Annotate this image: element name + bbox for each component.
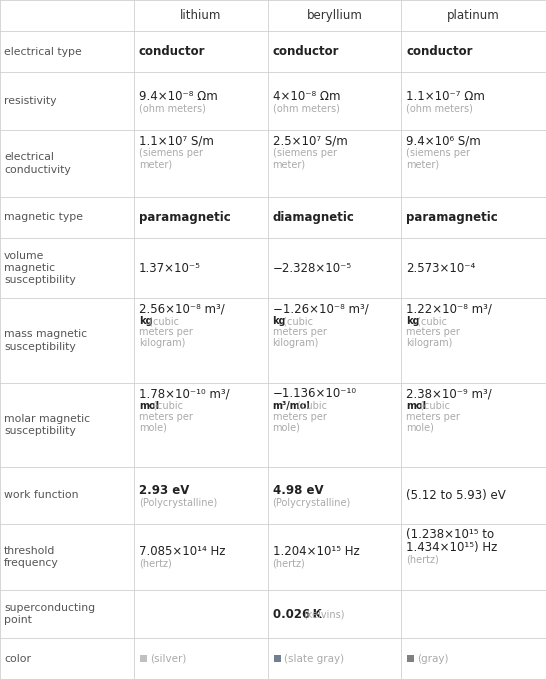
Text: kilogram): kilogram)	[139, 338, 185, 348]
Text: meter): meter)	[139, 159, 172, 169]
Text: diamagnetic: diamagnetic	[272, 210, 354, 223]
Text: (kelvins): (kelvins)	[304, 609, 345, 619]
Text: paramagnetic: paramagnetic	[406, 210, 498, 223]
Text: conductor: conductor	[139, 45, 205, 58]
Text: (siemens per: (siemens per	[406, 148, 470, 158]
Bar	[407, 655, 414, 662]
Text: superconducting
point: superconducting point	[4, 603, 95, 625]
Text: color: color	[4, 654, 31, 663]
Text: 1.22×10⁻⁸ m³/: 1.22×10⁻⁸ m³/	[406, 303, 492, 316]
Text: m³/mol: m³/mol	[272, 401, 311, 411]
Text: (Polycrystalline): (Polycrystalline)	[272, 498, 351, 508]
Text: (cubic: (cubic	[146, 316, 179, 326]
Text: 2.56×10⁻⁸ m³/: 2.56×10⁻⁸ m³/	[139, 303, 224, 316]
Text: (ohm meters): (ohm meters)	[272, 103, 340, 113]
Text: (cubic: (cubic	[417, 401, 450, 411]
Text: (Polycrystalline): (Polycrystalline)	[139, 498, 217, 508]
Text: volume
magnetic
susceptibility: volume magnetic susceptibility	[4, 251, 76, 285]
Text: kilogram): kilogram)	[272, 338, 319, 348]
Text: work function: work function	[4, 490, 79, 500]
Text: meters per: meters per	[272, 327, 327, 337]
Text: (hertz): (hertz)	[272, 559, 305, 569]
Text: meters per: meters per	[139, 411, 193, 422]
Text: conductor: conductor	[272, 45, 339, 58]
Text: electrical type: electrical type	[4, 47, 82, 56]
Text: kg: kg	[139, 316, 152, 326]
Text: magnetic type: magnetic type	[4, 213, 83, 222]
Text: 4×10⁻⁸ Ωm: 4×10⁻⁸ Ωm	[272, 90, 340, 103]
Text: threshold
frequency: threshold frequency	[4, 545, 59, 568]
Text: electrical
conductivity: electrical conductivity	[4, 153, 71, 175]
Text: platinum: platinum	[447, 9, 500, 22]
Text: −1.26×10⁻⁸ m³/: −1.26×10⁻⁸ m³/	[272, 303, 369, 316]
Text: (cubic: (cubic	[280, 316, 313, 326]
Text: −2.328×10⁻⁵: −2.328×10⁻⁵	[272, 261, 352, 274]
Text: mole): mole)	[139, 422, 167, 433]
Text: 2.38×10⁻⁹ m³/: 2.38×10⁻⁹ m³/	[406, 387, 492, 400]
Text: 1.204×10¹⁵ Hz: 1.204×10¹⁵ Hz	[272, 545, 359, 559]
Text: (cubic: (cubic	[413, 316, 447, 326]
Text: meters per: meters per	[406, 327, 460, 337]
Text: 2.573×10⁻⁴: 2.573×10⁻⁴	[406, 261, 476, 274]
Text: (hertz): (hertz)	[139, 559, 171, 569]
Text: (cubic: (cubic	[150, 401, 183, 411]
Text: (ohm meters): (ohm meters)	[139, 103, 206, 113]
Text: (gray): (gray)	[417, 654, 449, 663]
Text: (silver): (silver)	[150, 654, 186, 663]
Text: (ohm meters): (ohm meters)	[406, 103, 473, 113]
Text: meter): meter)	[406, 159, 440, 169]
Text: 9.4×10⁻⁸ Ωm: 9.4×10⁻⁸ Ωm	[139, 90, 217, 103]
Text: 9.4×10⁶ S/m: 9.4×10⁶ S/m	[406, 134, 481, 148]
Text: 2.5×10⁷ S/m: 2.5×10⁷ S/m	[272, 134, 347, 148]
Text: 0.026 K: 0.026 K	[272, 608, 321, 621]
Text: 1.434×10¹⁵) Hz: 1.434×10¹⁵) Hz	[406, 540, 498, 553]
Text: meters per: meters per	[139, 327, 193, 337]
Text: mol: mol	[406, 401, 426, 411]
Text: 1.78×10⁻¹⁰ m³/: 1.78×10⁻¹⁰ m³/	[139, 387, 229, 400]
Text: lithium: lithium	[180, 9, 221, 22]
Bar	[140, 655, 147, 662]
Text: kg: kg	[406, 316, 420, 326]
Text: (hertz): (hertz)	[406, 554, 439, 564]
Text: 1.1×10⁻⁷ Ωm: 1.1×10⁻⁷ Ωm	[406, 90, 485, 103]
Text: paramagnetic: paramagnetic	[139, 210, 230, 223]
Text: (1.238×10¹⁵ to: (1.238×10¹⁵ to	[406, 528, 495, 540]
Text: mol: mol	[139, 401, 159, 411]
Text: 1.37×10⁻⁵: 1.37×10⁻⁵	[139, 261, 200, 274]
Text: (slate gray): (slate gray)	[283, 654, 343, 663]
Text: (siemens per: (siemens per	[272, 148, 336, 158]
Text: 1.1×10⁷ S/m: 1.1×10⁷ S/m	[139, 134, 213, 148]
Text: 4.98 eV: 4.98 eV	[272, 484, 323, 497]
Text: kilogram): kilogram)	[406, 338, 453, 348]
Text: molar magnetic
susceptibility: molar magnetic susceptibility	[4, 414, 90, 437]
Text: mole): mole)	[272, 422, 300, 433]
Text: (siemens per: (siemens per	[139, 148, 203, 158]
Text: meter): meter)	[272, 159, 306, 169]
Text: (cubic: (cubic	[294, 401, 328, 411]
Text: conductor: conductor	[406, 45, 473, 58]
Text: −1.136×10⁻¹⁰: −1.136×10⁻¹⁰	[272, 387, 357, 400]
Text: meters per: meters per	[406, 411, 460, 422]
Text: (5.12 to 5.93) eV: (5.12 to 5.93) eV	[406, 489, 506, 502]
Text: 2.93 eV: 2.93 eV	[139, 484, 189, 497]
Text: meters per: meters per	[272, 411, 327, 422]
Text: resistivity: resistivity	[4, 96, 56, 106]
Text: mole): mole)	[406, 422, 434, 433]
Bar	[274, 655, 281, 662]
Text: mass magnetic
susceptibility: mass magnetic susceptibility	[4, 329, 87, 352]
Text: beryllium: beryllium	[306, 9, 363, 22]
Text: 7.085×10¹⁴ Hz: 7.085×10¹⁴ Hz	[139, 545, 225, 559]
Text: kg: kg	[272, 316, 286, 326]
